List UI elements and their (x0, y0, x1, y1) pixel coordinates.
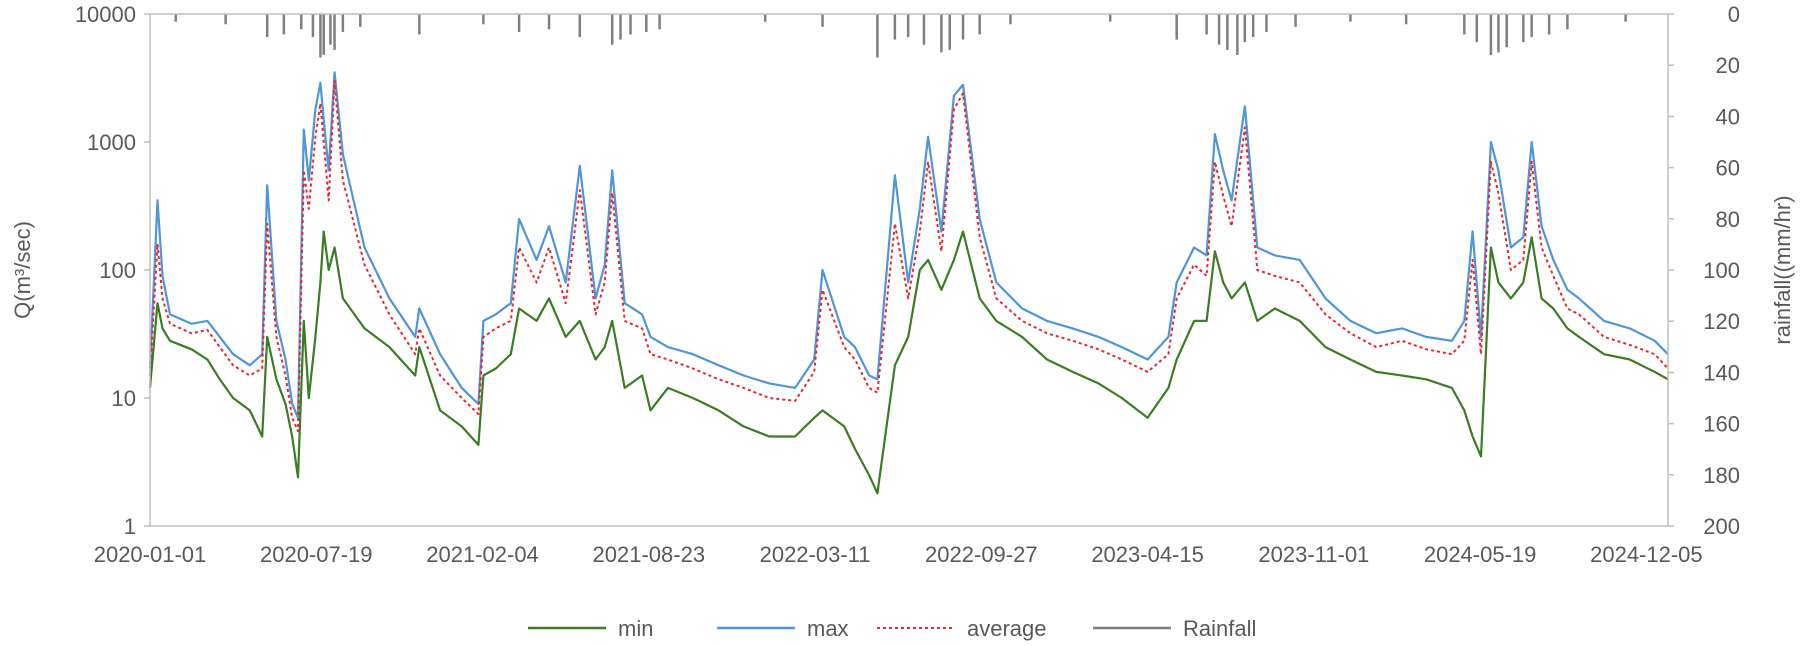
axes (149, 13, 1669, 527)
x-tick-label: 2022-09-27 (925, 542, 1038, 567)
y-left-tick-label: 100 (99, 258, 136, 283)
legend-label-max: max (807, 616, 849, 641)
y-right-tick-label: 100 (1703, 258, 1740, 283)
x-tick-label: 2024-12-05 (1590, 542, 1703, 567)
y-right-tick-label: 40 (1716, 104, 1740, 129)
x-tick-label: 2022-03-11 (760, 542, 871, 567)
x-tick-labels: 2020-01-01 2020-07-19 2021-02-04 2021-08-23… (94, 542, 1703, 567)
y-right-tick-label: 60 (1716, 156, 1740, 181)
y-left-tick-label: 10000 (75, 2, 136, 27)
x-tick-label: 2020-01-01 (94, 542, 207, 567)
y-left-tick-label: 10 (112, 386, 136, 411)
y-right-tick-label: 160 (1703, 412, 1740, 437)
y-right-tick-label: 200 (1703, 514, 1740, 539)
y-left-tick-label: 1 (124, 514, 136, 539)
x-tick-label: 2021-08-23 (593, 542, 706, 567)
legend: min max average Rainfall (528, 616, 1256, 641)
x-tick-label: 2020-07-19 (260, 542, 373, 567)
rainfall-bars (174, 14, 1627, 58)
y-axis-title-right: rainfall((mm/hr) (1770, 195, 1795, 344)
y-right-tick-label: 140 (1703, 360, 1740, 385)
legend-label-average: average (967, 616, 1047, 641)
y-right-tick-label: 0 (1728, 2, 1740, 27)
y-left-tick-label: 1000 (87, 130, 136, 155)
y-right-tick-label: 80 (1716, 207, 1740, 232)
y-axis-title-left: Q(m³/sec) (10, 221, 35, 319)
y-right-tick-label: 20 (1716, 53, 1740, 78)
series-line-min (148, 230, 1669, 495)
x-tick-label: 2024-05-19 (1424, 542, 1537, 567)
series-line-average (149, 79, 1669, 433)
x-tick-label: 2021-02-04 (426, 542, 539, 567)
legend-label-min: min (618, 616, 653, 641)
series-lines (148, 71, 1669, 495)
y-right-tick-labels: 0 20 40 60 80 100 120 140 160 180 200 (1668, 2, 1740, 539)
x-tick-label: 2023-04-15 (1091, 542, 1204, 567)
y-right-tick-label: 120 (1703, 309, 1740, 334)
y-right-tick-label: 180 (1703, 463, 1740, 488)
legend-label-Rainfall: Rainfall (1183, 616, 1256, 641)
series-line-max (148, 71, 1669, 419)
x-tick-label: 2023-11-01 (1258, 542, 1369, 567)
y-left-tick-labels: 1 10 100 1000 10000 (75, 2, 150, 539)
